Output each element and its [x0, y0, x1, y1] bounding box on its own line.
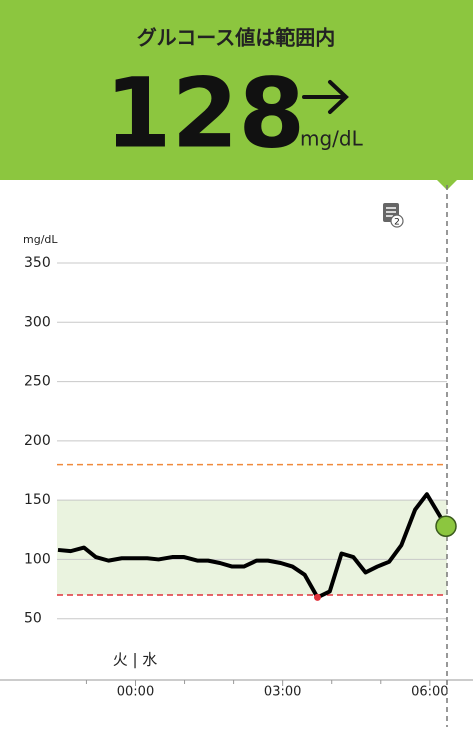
y-tick-label: 350 — [24, 255, 51, 271]
y-tick-label: 250 — [24, 374, 51, 390]
x-tick-label: 06:00 — [411, 685, 448, 700]
trend-arrow — [302, 80, 349, 114]
glucose-value: 128 — [105, 57, 305, 169]
y-tick-label: 200 — [24, 433, 51, 449]
y-tick-label: 100 — [24, 551, 51, 567]
notes-count: 2 — [394, 218, 400, 228]
header-bg — [0, 0, 473, 180]
low-point — [313, 593, 321, 601]
y-axis-label: mg/dL — [23, 233, 58, 246]
x-tick-label: 00:00 — [117, 685, 154, 700]
day-labels: 火 | 水 — [113, 651, 158, 669]
notes-icon[interactable]: 2 — [383, 203, 404, 228]
target-range — [57, 500, 447, 595]
y-tick-label: 150 — [24, 492, 51, 508]
glucose-line — [57, 492, 448, 600]
y-tick-label: 50 — [24, 611, 42, 627]
current-point — [435, 515, 457, 537]
status-title: グルコース値は範囲内 — [137, 26, 336, 50]
y-tick-label: 300 — [24, 314, 51, 330]
glucose-unit: mg/dL — [300, 127, 364, 151]
x-tick-label: 03:00 — [264, 685, 301, 700]
